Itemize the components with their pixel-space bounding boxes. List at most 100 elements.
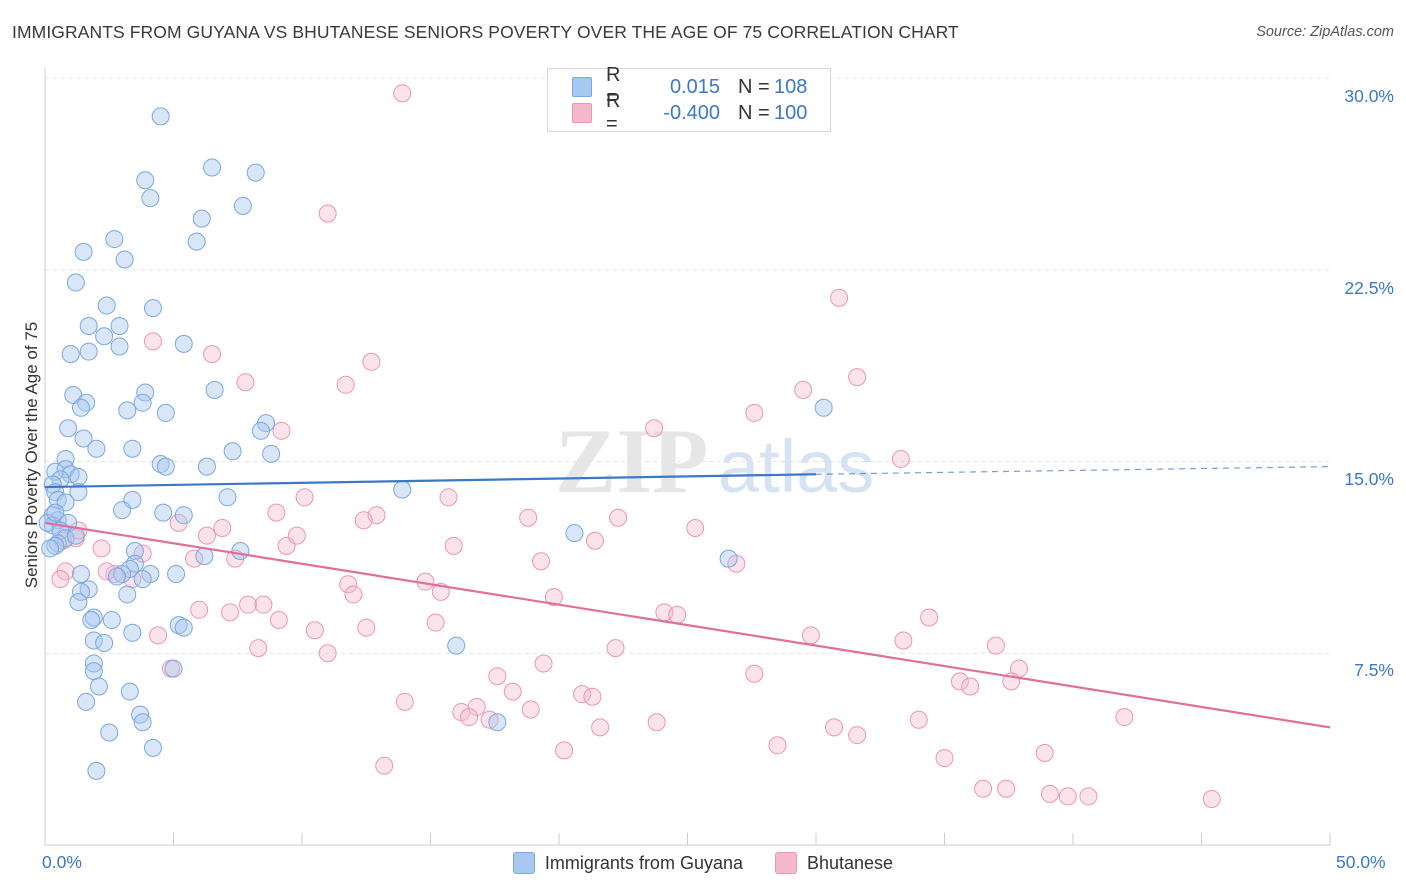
data-point <box>1079 787 1098 806</box>
data-point <box>97 296 116 315</box>
data-point <box>77 393 96 412</box>
data-point <box>107 567 126 586</box>
data-point <box>950 672 969 691</box>
data-point <box>66 273 85 292</box>
data-point <box>84 631 103 650</box>
data-point <box>745 664 764 683</box>
data-point <box>123 623 142 642</box>
data-point <box>213 518 232 537</box>
data-point <box>79 342 98 361</box>
data-point <box>395 692 414 711</box>
n-value: 100 <box>774 101 808 124</box>
r-value: -0.400 <box>663 101 720 124</box>
data-point <box>41 539 60 558</box>
data-point <box>187 232 206 251</box>
data-point <box>254 595 273 614</box>
data-point <box>344 585 363 604</box>
data-point <box>174 618 193 637</box>
data-point <box>169 616 188 635</box>
data-point <box>69 483 88 502</box>
data-point <box>46 536 65 555</box>
data-point <box>46 503 65 522</box>
data-point <box>69 593 88 612</box>
data-point <box>305 621 324 640</box>
data-point <box>218 488 237 507</box>
data-point <box>719 549 738 568</box>
data-point <box>110 316 129 335</box>
data-point <box>71 398 90 417</box>
data-point <box>814 398 833 417</box>
data-point <box>197 457 216 476</box>
data-point <box>136 171 155 190</box>
data-point <box>87 761 106 780</box>
data-point <box>174 334 193 353</box>
legend-swatch-bhutanese <box>572 103 592 123</box>
axes <box>44 68 1331 846</box>
data-point <box>521 700 540 719</box>
data-point <box>848 726 867 745</box>
y-tick-label: 15.0% <box>1344 469 1394 489</box>
data-point <box>262 444 281 463</box>
data-point <box>447 636 466 655</box>
data-point <box>236 373 255 392</box>
data-point <box>488 713 507 732</box>
data-point <box>143 299 162 318</box>
data-point <box>961 677 980 696</box>
data-point <box>269 611 288 630</box>
data-point <box>645 419 664 438</box>
data-point <box>668 605 687 624</box>
data-point <box>362 352 381 371</box>
data-point <box>125 554 144 573</box>
data-point <box>848 368 867 387</box>
data-point <box>295 488 314 507</box>
data-point <box>519 508 538 527</box>
data-point <box>444 536 463 555</box>
data-point <box>156 403 175 422</box>
data-point <box>573 685 592 704</box>
data-point <box>125 541 144 560</box>
data-point <box>830 288 849 307</box>
data-point <box>133 393 152 412</box>
data-point <box>77 692 96 711</box>
watermark-zip: ZIP <box>555 410 708 512</box>
data-point <box>74 429 93 448</box>
data-point <box>149 626 168 645</box>
data-point <box>565 524 584 543</box>
r-value: 0.015 <box>669 75 720 98</box>
data-point <box>249 639 268 658</box>
data-point <box>426 613 445 632</box>
data-point <box>69 467 88 486</box>
data-point <box>221 603 240 622</box>
data-point <box>100 723 119 742</box>
data-point <box>974 779 993 798</box>
n-label: N = <box>738 75 770 98</box>
data-point <box>133 713 152 732</box>
data-point <box>203 158 222 177</box>
data-point <box>393 84 412 103</box>
data-point <box>89 677 108 696</box>
data-point <box>71 564 90 583</box>
trend-lines <box>44 466 1331 729</box>
data-point <box>768 736 787 755</box>
data-point <box>95 634 114 653</box>
data-point <box>1040 784 1059 803</box>
data-point <box>61 345 80 364</box>
data-point <box>986 636 1005 655</box>
trend-line-guyana <box>44 473 817 489</box>
trend-extension-guyana <box>815 466 1331 475</box>
data-point <box>141 189 160 208</box>
n-value: 108 <box>774 75 808 98</box>
data-point <box>136 383 155 402</box>
data-point <box>115 250 134 269</box>
y-axis-label: Seniors Poverty Over the Age of 75 <box>22 321 41 589</box>
data-point <box>532 552 551 571</box>
data-point <box>151 107 170 126</box>
watermark-atlas: atlas <box>718 425 874 508</box>
data-point <box>192 209 211 228</box>
data-point <box>606 639 625 658</box>
data-point <box>272 421 291 440</box>
legend-swatch-bhutanese <box>774 852 797 874</box>
data-point <box>503 682 522 701</box>
data-point <box>287 526 306 545</box>
